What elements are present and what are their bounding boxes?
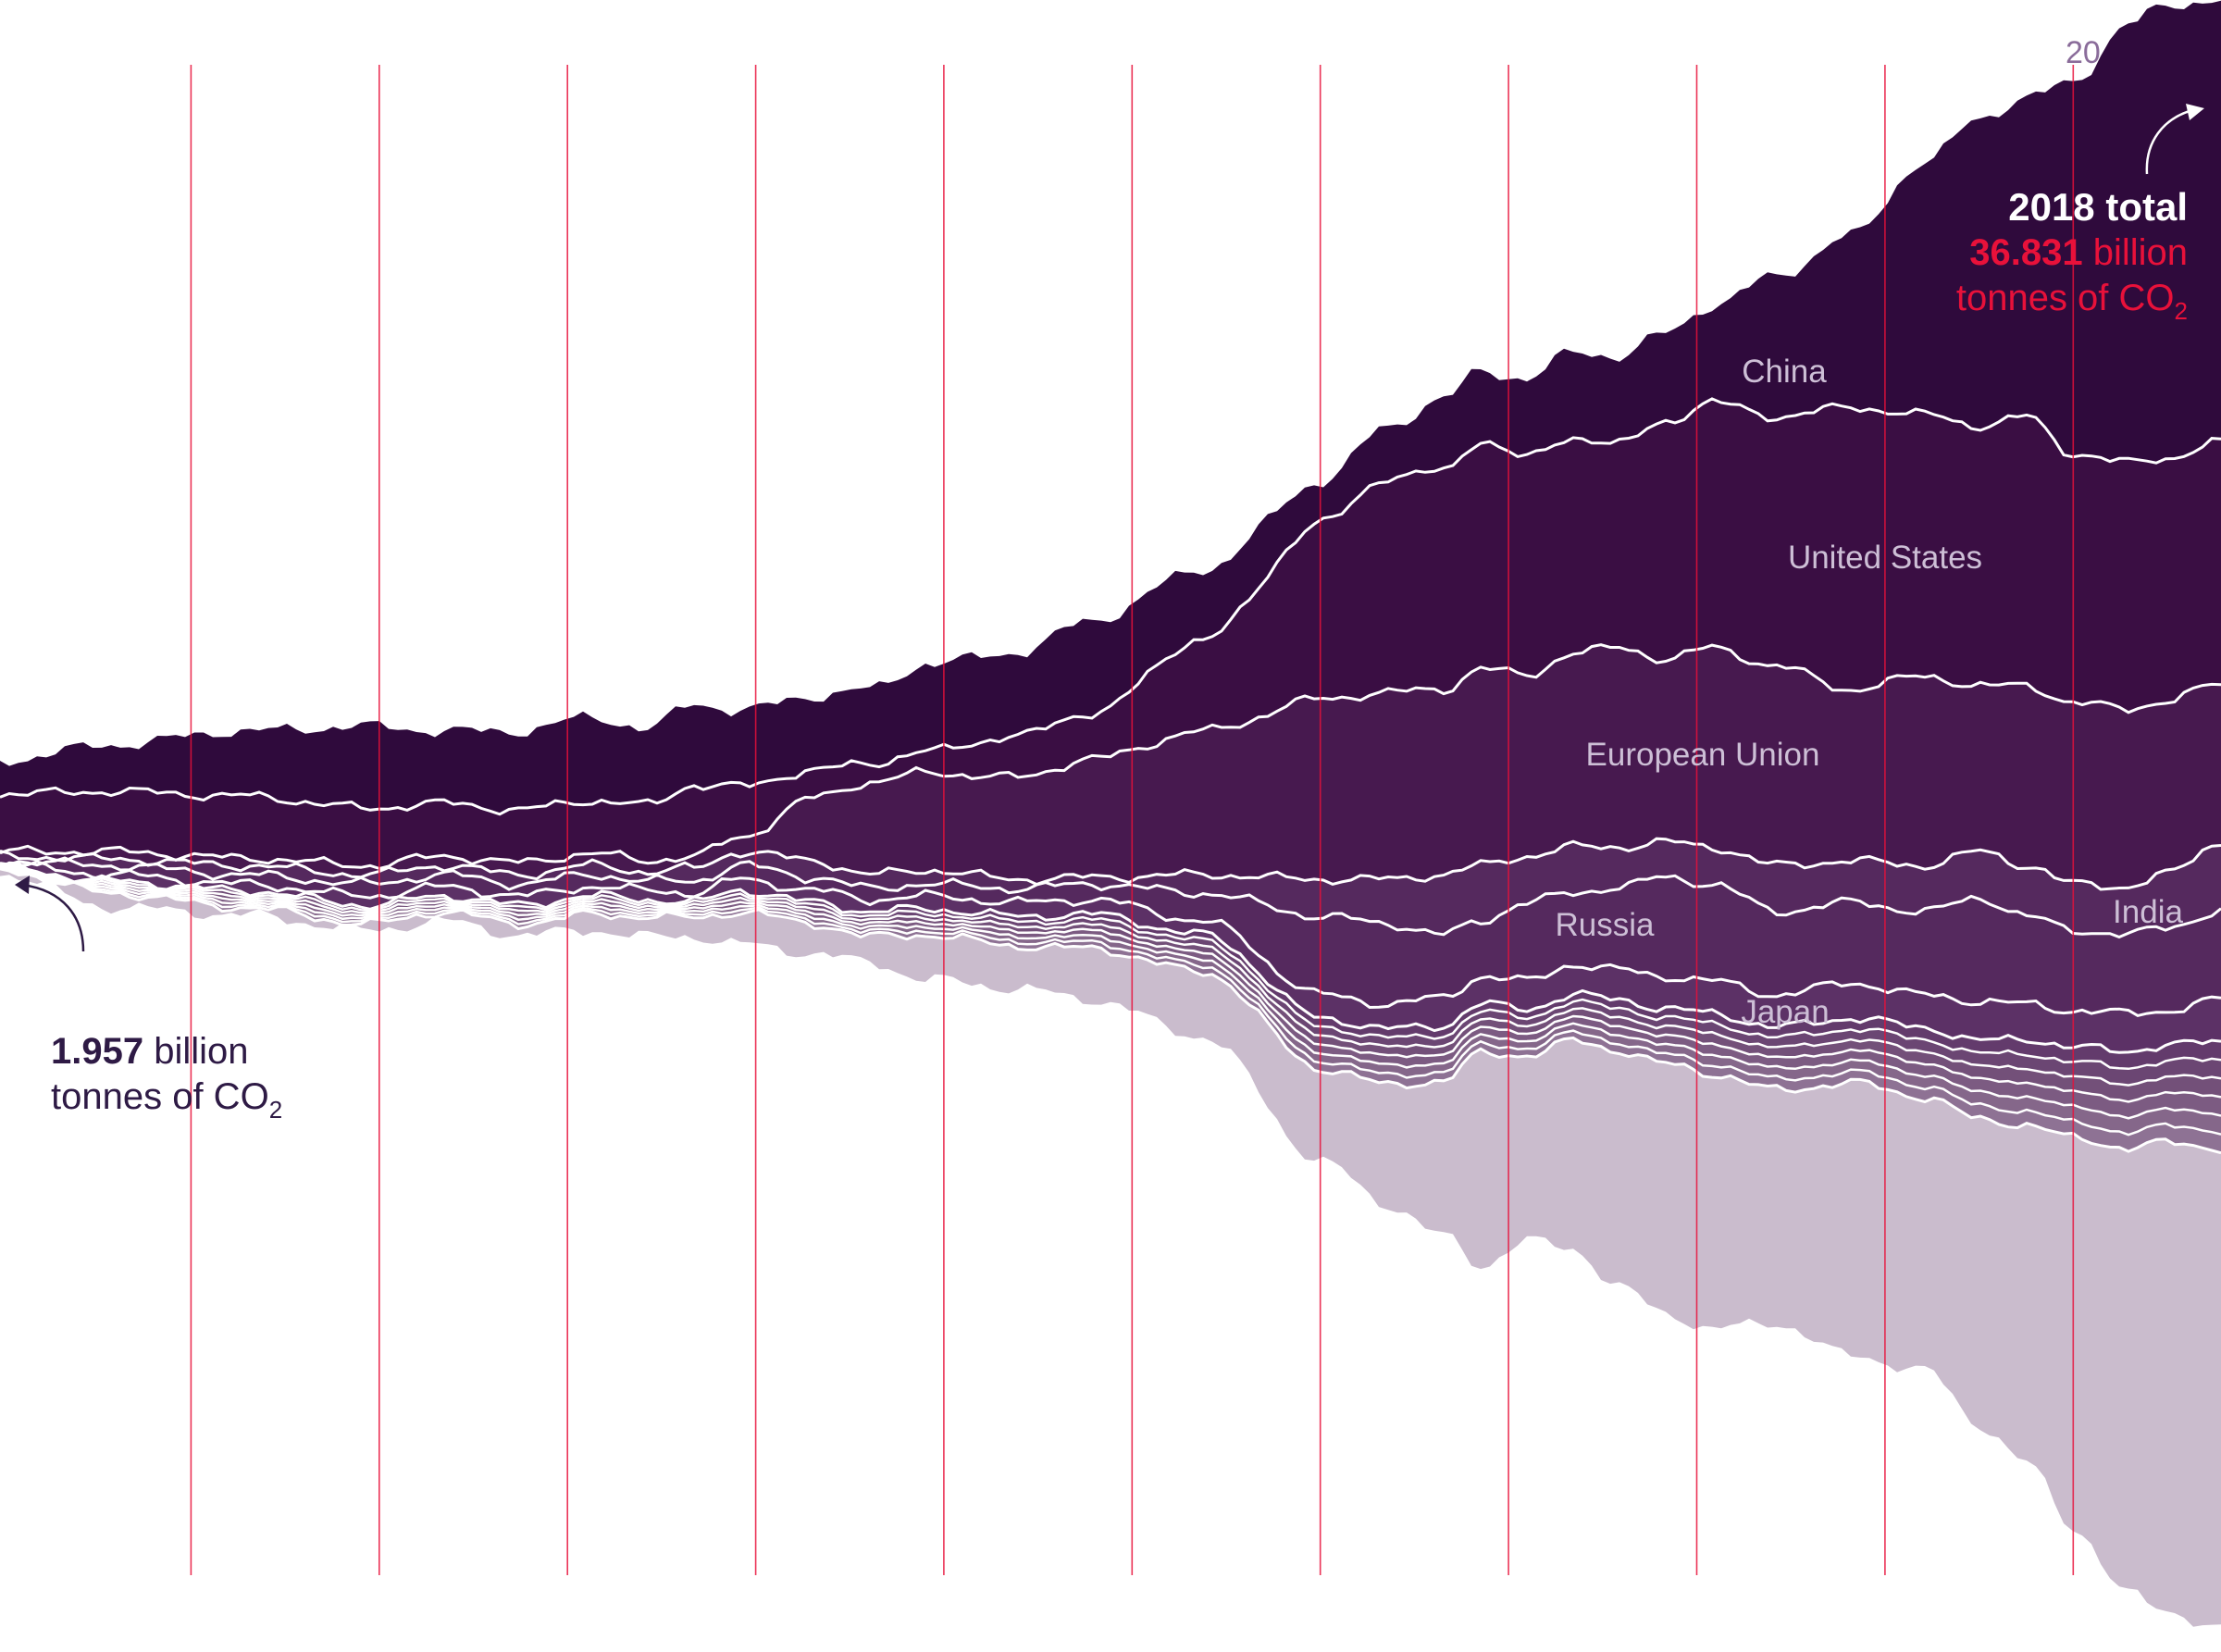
total-value: 36.831 — [1969, 232, 2083, 274]
band-separator-line — [0, 643, 2221, 871]
label-india: India — [2113, 894, 2183, 930]
united-states-band — [0, 398, 2221, 869]
band-separator-line — [0, 837, 2221, 891]
china-band — [0, 0, 2221, 814]
total-unit: billion — [2092, 232, 2188, 274]
label-european-union: European Union — [1585, 737, 1820, 773]
total-unit-line: tonnes of CO2 — [1956, 276, 2188, 327]
band-separator-line — [0, 866, 2221, 1120]
band-separator-line — [0, 856, 2221, 939]
band-separator-line — [0, 860, 2221, 1017]
band-separator-line — [0, 863, 2221, 1071]
other-country-band — [0, 863, 2221, 1069]
start-value: 1.957 — [51, 1031, 144, 1072]
other-country-band — [0, 865, 2221, 1102]
end-arrowhead-icon — [2186, 104, 2204, 120]
total-title: 2018 total — [2008, 185, 2188, 229]
start-annotation: 1.957 billion tonnes of CO2 — [51, 1029, 282, 1125]
total-subscript: 2 — [2174, 297, 2188, 326]
other-country-band — [0, 866, 2221, 1119]
start-unit-line2: tonnes of CO — [51, 1075, 269, 1117]
band-separator-line — [0, 865, 2221, 1103]
annotation-arrows — [15, 104, 2204, 952]
japan-band — [0, 862, 2221, 1053]
band-separator-line — [0, 867, 2221, 1137]
other-country-band — [0, 868, 2221, 1136]
tick-label-text: 20 — [2066, 35, 2101, 70]
start-value-line: 1.957 billion — [51, 1029, 282, 1074]
russia-band — [0, 858, 2221, 1016]
band-separator-line — [0, 867, 2221, 1155]
start-arrow-icon — [21, 883, 85, 952]
label-japan: Japan — [1741, 994, 1830, 1030]
other-country-band — [0, 863, 2221, 1086]
start-unit: billion — [154, 1031, 249, 1072]
axis-tick-label: 20 — [2066, 35, 2101, 71]
start-subscript: 2 — [268, 1095, 283, 1124]
label-russia: Russia — [1555, 907, 1655, 943]
band-separator-line — [0, 861, 2221, 1054]
label-china: China — [1742, 354, 1827, 390]
end-arrow-icon — [2145, 107, 2197, 175]
label-united-states: United States — [1787, 540, 1983, 576]
total-value-line: 36.831 billion — [1956, 230, 2188, 276]
start-unit-line: tonnes of CO2 — [51, 1074, 282, 1125]
band-separator-line — [0, 863, 2221, 1087]
band-separators — [0, 397, 2221, 1155]
total-unit-line2: tonnes of CO — [1955, 278, 2175, 319]
year-gridlines — [190, 65, 2075, 1575]
rest-of-world-band — [0, 868, 2221, 1627]
total-annotation: 2018 total 36.831 billion tonnes of CO2 — [1956, 183, 2188, 327]
band-separator-line — [0, 397, 2221, 816]
india-band — [0, 838, 2221, 938]
start-arrowhead-icon — [15, 876, 30, 894]
european-union-band — [0, 644, 2221, 889]
